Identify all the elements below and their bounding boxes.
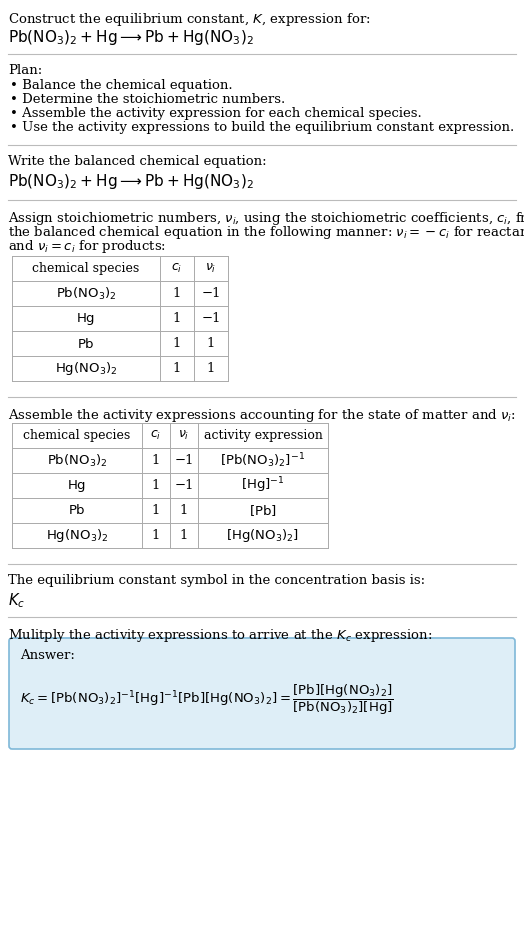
Text: $K_c = [\mathrm{Pb(NO_3)_2}]^{-1}[\mathrm{Hg}]^{-1}[\mathrm{Pb}][\mathrm{Hg(NO_3: $K_c = [\mathrm{Pb(NO_3)_2}]^{-1}[\mathr… [20,683,394,717]
Text: the balanced chemical equation in the following manner: $\nu_i = -c_i$ for react: the balanced chemical equation in the fo… [8,224,524,241]
Text: 1: 1 [173,312,181,325]
Text: and $\nu_i = c_i$ for products:: and $\nu_i = c_i$ for products: [8,238,166,255]
Text: Plan:: Plan: [8,64,42,77]
Text: −1: −1 [201,312,221,325]
Text: $c_i$: $c_i$ [150,429,161,442]
Text: 1: 1 [173,337,181,350]
Text: $\nu_i$: $\nu_i$ [205,262,217,275]
Text: $[\mathrm{Hg}]^{-1}$: $[\mathrm{Hg}]^{-1}$ [241,475,285,495]
Text: 1: 1 [152,454,160,467]
Text: • Balance the chemical equation.: • Balance the chemical equation. [10,79,233,92]
Text: 1: 1 [173,362,181,375]
Text: The equilibrium constant symbol in the concentration basis is:: The equilibrium constant symbol in the c… [8,574,425,587]
Text: 1: 1 [152,529,160,542]
Text: $\mathrm{Hg}$: $\mathrm{Hg}$ [77,310,95,326]
Text: $c_i$: $c_i$ [171,262,183,275]
Text: $K_c$: $K_c$ [8,591,25,609]
Text: Write the balanced chemical equation:: Write the balanced chemical equation: [8,155,267,168]
Text: $\mathrm{Pb}$: $\mathrm{Pb}$ [77,337,95,350]
Text: $\mathrm{Hg}$: $\mathrm{Hg}$ [68,477,86,493]
Text: $[\mathrm{Hg(NO_3)_2}]$: $[\mathrm{Hg(NO_3)_2}]$ [226,527,300,544]
Text: • Use the activity expressions to build the equilibrium constant expression.: • Use the activity expressions to build … [10,121,514,134]
Text: 1: 1 [152,479,160,492]
Text: • Determine the stoichiometric numbers.: • Determine the stoichiometric numbers. [10,93,285,106]
Text: Answer:: Answer: [20,649,75,662]
Text: Assign stoichiometric numbers, $\nu_i$, using the stoichiometric coefficients, $: Assign stoichiometric numbers, $\nu_i$, … [8,210,524,227]
Text: $\mathrm{Pb(NO_3)_2}$: $\mathrm{Pb(NO_3)_2}$ [56,286,116,302]
Text: activity expression: activity expression [203,429,322,442]
Text: Mulitply the activity expressions to arrive at the $K_c$ expression:: Mulitply the activity expressions to arr… [8,627,432,644]
Text: $\mathrm{Hg(NO_3)_2}$: $\mathrm{Hg(NO_3)_2}$ [46,527,108,544]
Text: $\mathrm{Pb(NO_3)_2 + Hg \longrightarrow Pb + Hg(NO_3)_2}$: $\mathrm{Pb(NO_3)_2 + Hg \longrightarrow… [8,172,254,191]
Text: −1: −1 [174,479,194,492]
Text: chemical species: chemical species [32,262,139,275]
FancyBboxPatch shape [9,638,515,749]
Text: chemical species: chemical species [24,429,130,442]
Text: $[\mathrm{Pb}]$: $[\mathrm{Pb}]$ [249,503,277,518]
Text: $\mathrm{Pb(NO_3)_2 + Hg \longrightarrow Pb + Hg(NO_3)_2}$: $\mathrm{Pb(NO_3)_2 + Hg \longrightarrow… [8,28,254,47]
Text: $\mathrm{Pb}$: $\mathrm{Pb}$ [68,504,86,517]
Text: 1: 1 [152,504,160,517]
Text: • Assemble the activity expression for each chemical species.: • Assemble the activity expression for e… [10,107,422,120]
Text: $\mathrm{Hg(NO_3)_2}$: $\mathrm{Hg(NO_3)_2}$ [55,360,117,377]
Text: 1: 1 [180,529,188,542]
Text: 1: 1 [207,362,215,375]
Text: 1: 1 [173,287,181,300]
Text: −1: −1 [174,454,194,467]
Text: 1: 1 [207,337,215,350]
Text: Construct the equilibrium constant, $K$, expression for:: Construct the equilibrium constant, $K$,… [8,11,370,28]
Text: $\mathrm{Pb(NO_3)_2}$: $\mathrm{Pb(NO_3)_2}$ [47,453,107,469]
Text: −1: −1 [201,287,221,300]
Text: $\nu_i$: $\nu_i$ [178,429,190,442]
Text: 1: 1 [180,504,188,517]
Text: $[\mathrm{Pb(NO_3)_2}]^{-1}$: $[\mathrm{Pb(NO_3)_2}]^{-1}$ [221,451,305,470]
Text: Assemble the activity expressions accounting for the state of matter and $\nu_i$: Assemble the activity expressions accoun… [8,407,516,424]
